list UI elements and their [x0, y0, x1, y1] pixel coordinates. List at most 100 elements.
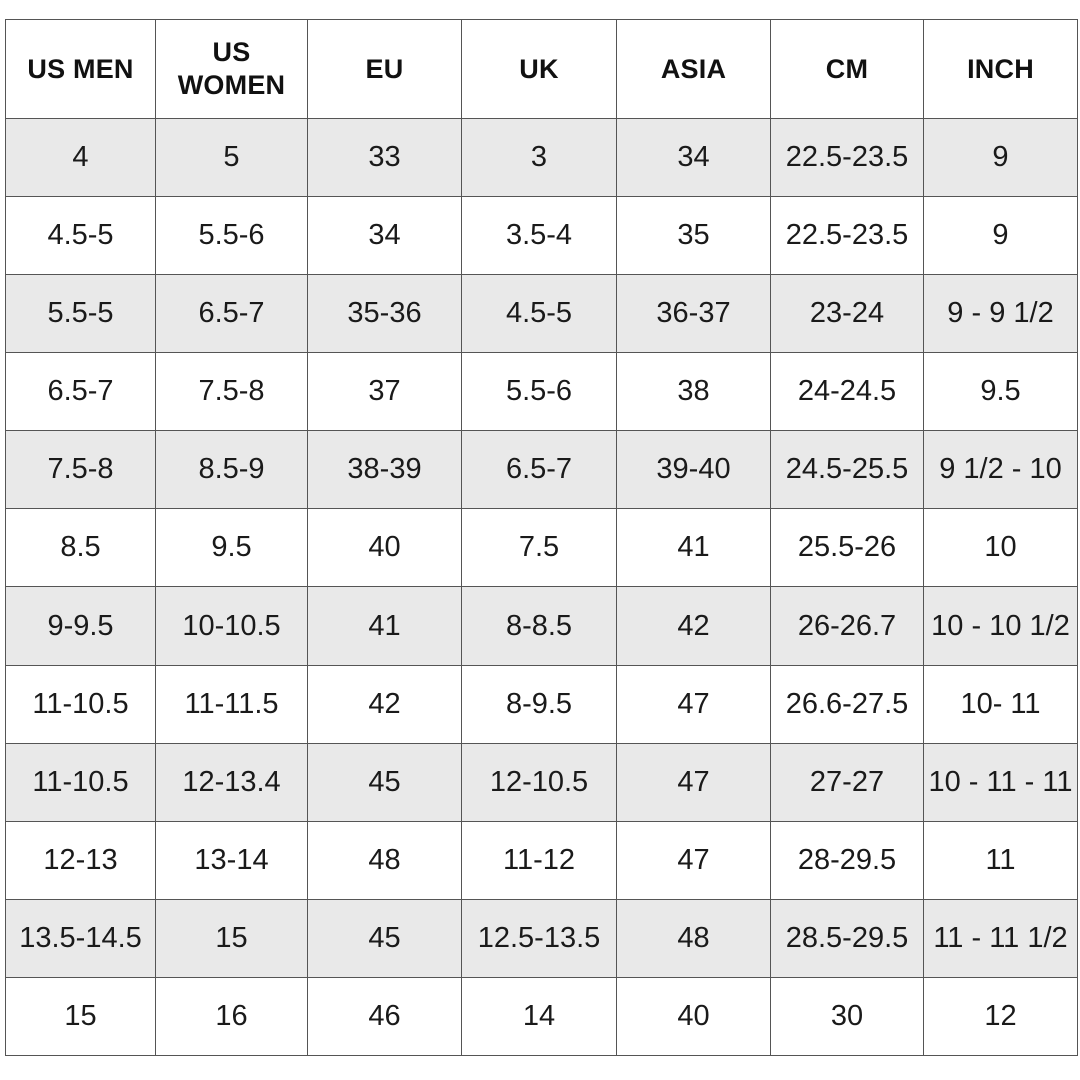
cell-us-men: 5.5-5: [5, 274, 156, 354]
cell-cm: 26.6-27.5: [770, 664, 924, 744]
table-row: 4.5-5 5.5-6 34 3.5-4 35 22.5-23.5 9: [5, 196, 1078, 276]
cell-inch: 9.5: [923, 352, 1078, 432]
cell-us-women: 16: [155, 976, 308, 1057]
cell-us-men: 15: [5, 976, 156, 1057]
cell-us-women: 5: [155, 117, 308, 198]
cell-asia: 41: [616, 508, 771, 588]
table-row: 11-10.5 11-11.5 42 8-9.5 47 26.6-27.5 10- 11: [5, 664, 1078, 744]
cell-eu: 35-36: [307, 274, 462, 354]
cell-uk: 8-8.5: [461, 586, 617, 666]
cell-us-women: 15: [155, 898, 308, 978]
header-row: US MEN US WOMEN EU UK ASIA CM INCH: [5, 19, 1078, 119]
cell-uk: 8-9.5: [461, 664, 617, 744]
cell-cm: 28.5-29.5: [770, 898, 924, 978]
cell-asia: 47: [616, 742, 771, 822]
cell-uk: 11-12: [461, 820, 617, 900]
cell-us-men: 12-13: [5, 820, 156, 900]
cell-cm: 24-24.5: [770, 352, 924, 432]
cell-asia: 42: [616, 586, 771, 666]
cell-asia: 34: [616, 117, 771, 198]
cell-eu: 45: [307, 898, 462, 978]
cell-eu: 38-39: [307, 430, 462, 510]
cell-uk: 7.5: [461, 508, 617, 588]
cell-inch: 10 - 11 - 11: [923, 742, 1078, 822]
table-row: 12-13 13-14 48 11-12 47 28-29.5 11: [5, 820, 1078, 900]
cell-eu: 33: [307, 117, 462, 198]
cell-us-men: 11-10.5: [5, 742, 156, 822]
cell-us-men: 7.5-8: [5, 430, 156, 510]
cell-cm: 22.5-23.5: [770, 196, 924, 276]
cell-eu: 45: [307, 742, 462, 822]
cell-uk: 12.5-13.5: [461, 898, 617, 978]
cell-inch: 10- 11: [923, 664, 1078, 744]
cell-asia: 35: [616, 196, 771, 276]
cell-uk: 12-10.5: [461, 742, 617, 822]
cell-cm: 23-24: [770, 274, 924, 354]
cell-asia: 38: [616, 352, 771, 432]
cell-cm: 28-29.5: [770, 820, 924, 900]
cell-us-men: 6.5-7: [5, 352, 156, 432]
cell-asia: 40: [616, 976, 771, 1057]
table-row: 15 16 46 14 40 30 12: [5, 976, 1078, 1057]
cell-us-men: 4: [5, 117, 156, 198]
cell-us-men: 4.5-5: [5, 196, 156, 276]
cell-us-men: 11-10.5: [5, 664, 156, 744]
size-chart: US MEN US WOMEN EU UK ASIA CM INCH 4 5 33 3…: [5, 19, 1078, 1057]
cell-asia: 36-37: [616, 274, 771, 354]
cell-us-women: 8.5-9: [155, 430, 308, 510]
cell-eu: 37: [307, 352, 462, 432]
cell-inch: 9 - 9 1/2: [923, 274, 1078, 354]
cell-cm: 27-27: [770, 742, 924, 822]
cell-cm: 25.5-26: [770, 508, 924, 588]
cell-us-women: 9.5: [155, 508, 308, 588]
cell-us-women: 12-13.4: [155, 742, 308, 822]
cell-cm: 22.5-23.5: [770, 117, 924, 198]
cell-cm: 30: [770, 976, 924, 1057]
column-header-cm: CM: [770, 19, 924, 119]
table-row: 6.5-7 7.5-8 37 5.5-6 38 24-24.5 9.5: [5, 352, 1078, 432]
cell-eu: 46: [307, 976, 462, 1057]
cell-inch: 11 - 11 1/2: [923, 898, 1078, 978]
cell-eu: 42: [307, 664, 462, 744]
column-header-us-men: US MEN: [5, 19, 156, 119]
cell-us-women: 11-11.5: [155, 664, 308, 744]
cell-eu: 48: [307, 820, 462, 900]
cell-asia: 47: [616, 820, 771, 900]
cell-us-women: 6.5-7: [155, 274, 308, 354]
cell-eu: 34: [307, 196, 462, 276]
cell-inch: 10 - 10 1/2: [923, 586, 1078, 666]
column-header-inch: INCH: [923, 19, 1078, 119]
table-row: 7.5-8 8.5-9 38-39 6.5-7 39-40 24.5-25.5 9 1/2 …: [5, 430, 1078, 510]
cell-uk: 5.5-6: [461, 352, 617, 432]
cell-cm: 24.5-25.5: [770, 430, 924, 510]
cell-uk: 4.5-5: [461, 274, 617, 354]
cell-us-men: 8.5: [5, 508, 156, 588]
table-row: 5.5-5 6.5-7 35-36 4.5-5 36-37 23-24 9 - 9 1/2: [5, 274, 1078, 354]
cell-us-men: 13.5-14.5: [5, 898, 156, 978]
cell-inch: 11: [923, 820, 1078, 900]
column-header-us-women: US WOMEN: [155, 19, 308, 119]
cell-us-women: 7.5-8: [155, 352, 308, 432]
table-row: 4 5 33 3 34 22.5-23.5 9: [5, 117, 1078, 198]
cell-asia: 47: [616, 664, 771, 744]
cell-asia: 48: [616, 898, 771, 978]
cell-us-women: 5.5-6: [155, 196, 308, 276]
cell-cm: 26-26.7: [770, 586, 924, 666]
table-body: 4 5 33 3 34 22.5-23.5 9 4.5-5 5.5-6 34 3.5-4 35 22.5…: [5, 117, 1078, 1057]
cell-eu: 41: [307, 586, 462, 666]
cell-inch: 10: [923, 508, 1078, 588]
cell-us-women: 10-10.5: [155, 586, 308, 666]
cell-us-men: 9-9.5: [5, 586, 156, 666]
cell-uk: 3: [461, 117, 617, 198]
cell-inch: 9: [923, 196, 1078, 276]
cell-uk: 6.5-7: [461, 430, 617, 510]
cell-eu: 40: [307, 508, 462, 588]
cell-us-women: 13-14: [155, 820, 308, 900]
cell-inch: 12: [923, 976, 1078, 1057]
cell-uk: 14: [461, 976, 617, 1057]
column-header-asia: ASIA: [616, 19, 771, 119]
size-chart-table: US MEN US WOMEN EU UK ASIA CM INCH 4 5 33 3…: [5, 19, 1078, 1057]
cell-inch: 9 1/2 - 10: [923, 430, 1078, 510]
table-row: 13.5-14.5 15 45 12.5-13.5 48 28.5-29.5 11 - 11…: [5, 898, 1078, 978]
column-header-uk: UK: [461, 19, 617, 119]
